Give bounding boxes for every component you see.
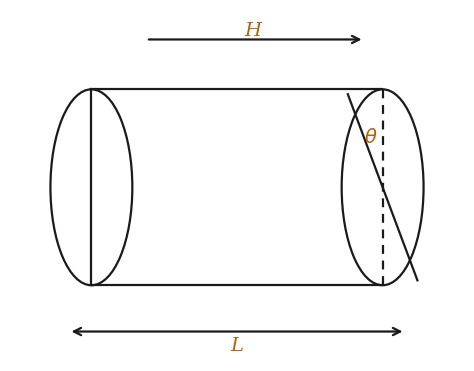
Text: H: H: [245, 22, 262, 40]
Text: L: L: [230, 338, 244, 355]
Text: $\theta$: $\theta$: [365, 128, 378, 147]
